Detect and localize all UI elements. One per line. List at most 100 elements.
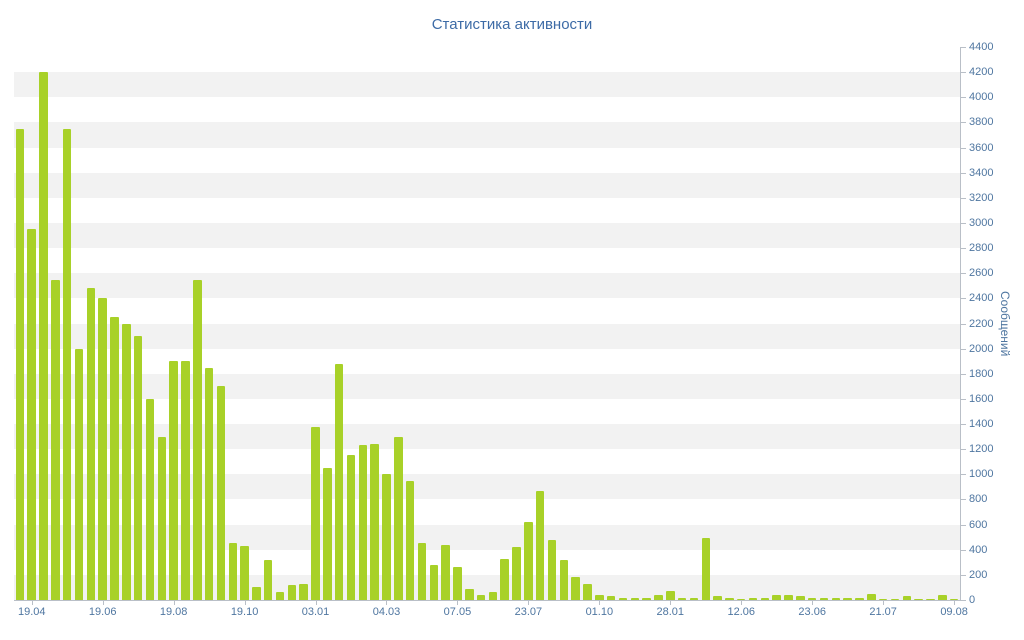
bar	[334, 363, 344, 600]
bar	[441, 544, 450, 600]
bar	[110, 317, 119, 600]
y-tick	[961, 323, 966, 325]
background-stripe	[14, 574, 960, 600]
bar	[240, 545, 249, 600]
y-tick-label: 3000	[969, 216, 994, 229]
y-tick-label: 2600	[969, 267, 994, 280]
bar	[216, 386, 226, 600]
x-tick	[386, 601, 388, 605]
bar	[677, 597, 687, 600]
background-stripe	[14, 373, 960, 399]
background-stripe	[14, 424, 960, 450]
bar	[181, 361, 190, 600]
background-stripe	[14, 298, 960, 324]
bar	[311, 426, 320, 600]
x-tick-label: 09.08	[940, 606, 968, 618]
y-tick	[961, 222, 966, 224]
x-tick-label: 07.05	[443, 606, 472, 618]
x-tick-label: 12.06	[727, 606, 755, 618]
bar	[263, 559, 273, 600]
x-tick	[670, 601, 672, 605]
y-tick	[961, 47, 966, 48]
bar	[98, 298, 107, 600]
y-tick-label: 4400	[969, 41, 994, 53]
bar	[890, 598, 900, 600]
background-stripe	[14, 72, 960, 98]
background-stripe	[14, 524, 960, 550]
bar	[772, 594, 781, 600]
y-tick	[961, 474, 966, 476]
bar	[465, 588, 474, 600]
y-tick-label: 4000	[969, 91, 994, 104]
bar	[169, 361, 178, 600]
y-tick	[961, 298, 966, 300]
background-stripe	[14, 398, 960, 425]
bar	[346, 455, 356, 600]
bar	[878, 598, 888, 600]
y-tick-label: 2800	[969, 242, 994, 255]
bar	[701, 538, 710, 600]
y-tick-label: 400	[969, 543, 988, 556]
bar	[15, 128, 25, 600]
background-stripe	[14, 197, 960, 223]
y-tick	[961, 122, 966, 124]
x-tick-label: 19.10	[230, 606, 259, 618]
x-tick	[315, 601, 317, 605]
y-tick-label: 1600	[969, 392, 994, 405]
y-tick	[961, 600, 966, 601]
y-tick-label: 3600	[969, 141, 994, 154]
bar	[618, 597, 628, 600]
y-tick-label: 1800	[969, 367, 994, 380]
bar	[417, 543, 427, 600]
bar	[500, 558, 509, 600]
background-stripe	[14, 549, 960, 575]
bar	[323, 468, 332, 600]
background-stripe	[14, 47, 960, 73]
y-tick	[961, 424, 966, 426]
background-stripe	[14, 222, 960, 249]
x-tick	[244, 601, 246, 605]
y-tick	[961, 574, 966, 576]
y-tick	[961, 197, 966, 199]
bar	[488, 592, 498, 600]
bar	[748, 597, 758, 600]
bar	[74, 348, 84, 600]
y-tick-label: 3800	[969, 116, 994, 129]
bar	[595, 594, 604, 600]
x-tick-label: 03.01	[301, 606, 330, 618]
bar	[725, 597, 734, 600]
y-tick	[961, 147, 966, 149]
x-tick-label: 04.03	[372, 606, 401, 618]
bar	[796, 596, 805, 600]
y-tick-label: 3200	[969, 191, 994, 204]
bar	[914, 598, 923, 600]
bar	[642, 597, 651, 600]
bar	[843, 597, 852, 600]
bar	[157, 436, 167, 600]
x-tick-label: 23.06	[798, 606, 826, 618]
plot-area	[14, 47, 961, 601]
bar	[666, 591, 675, 600]
bar	[524, 522, 533, 600]
y-tick	[961, 549, 966, 551]
bar	[228, 543, 237, 600]
x-tick-label: 21.07	[869, 606, 897, 618]
bar	[606, 596, 616, 600]
background-stripe	[14, 248, 960, 274]
x-tick	[954, 601, 956, 605]
y-tick-label: 600	[969, 518, 988, 531]
bar	[949, 598, 959, 600]
y-tick	[961, 172, 966, 174]
bar	[287, 584, 297, 600]
bar	[133, 336, 143, 600]
y-tick-label: 2200	[969, 317, 994, 330]
bar	[571, 577, 580, 600]
bar	[559, 559, 569, 600]
x-tick	[883, 601, 885, 605]
bar	[252, 587, 261, 600]
x-tick-label: 19.08	[159, 606, 188, 618]
x-tick	[741, 601, 743, 605]
background-stripe	[14, 499, 960, 525]
x-tick	[102, 601, 104, 605]
